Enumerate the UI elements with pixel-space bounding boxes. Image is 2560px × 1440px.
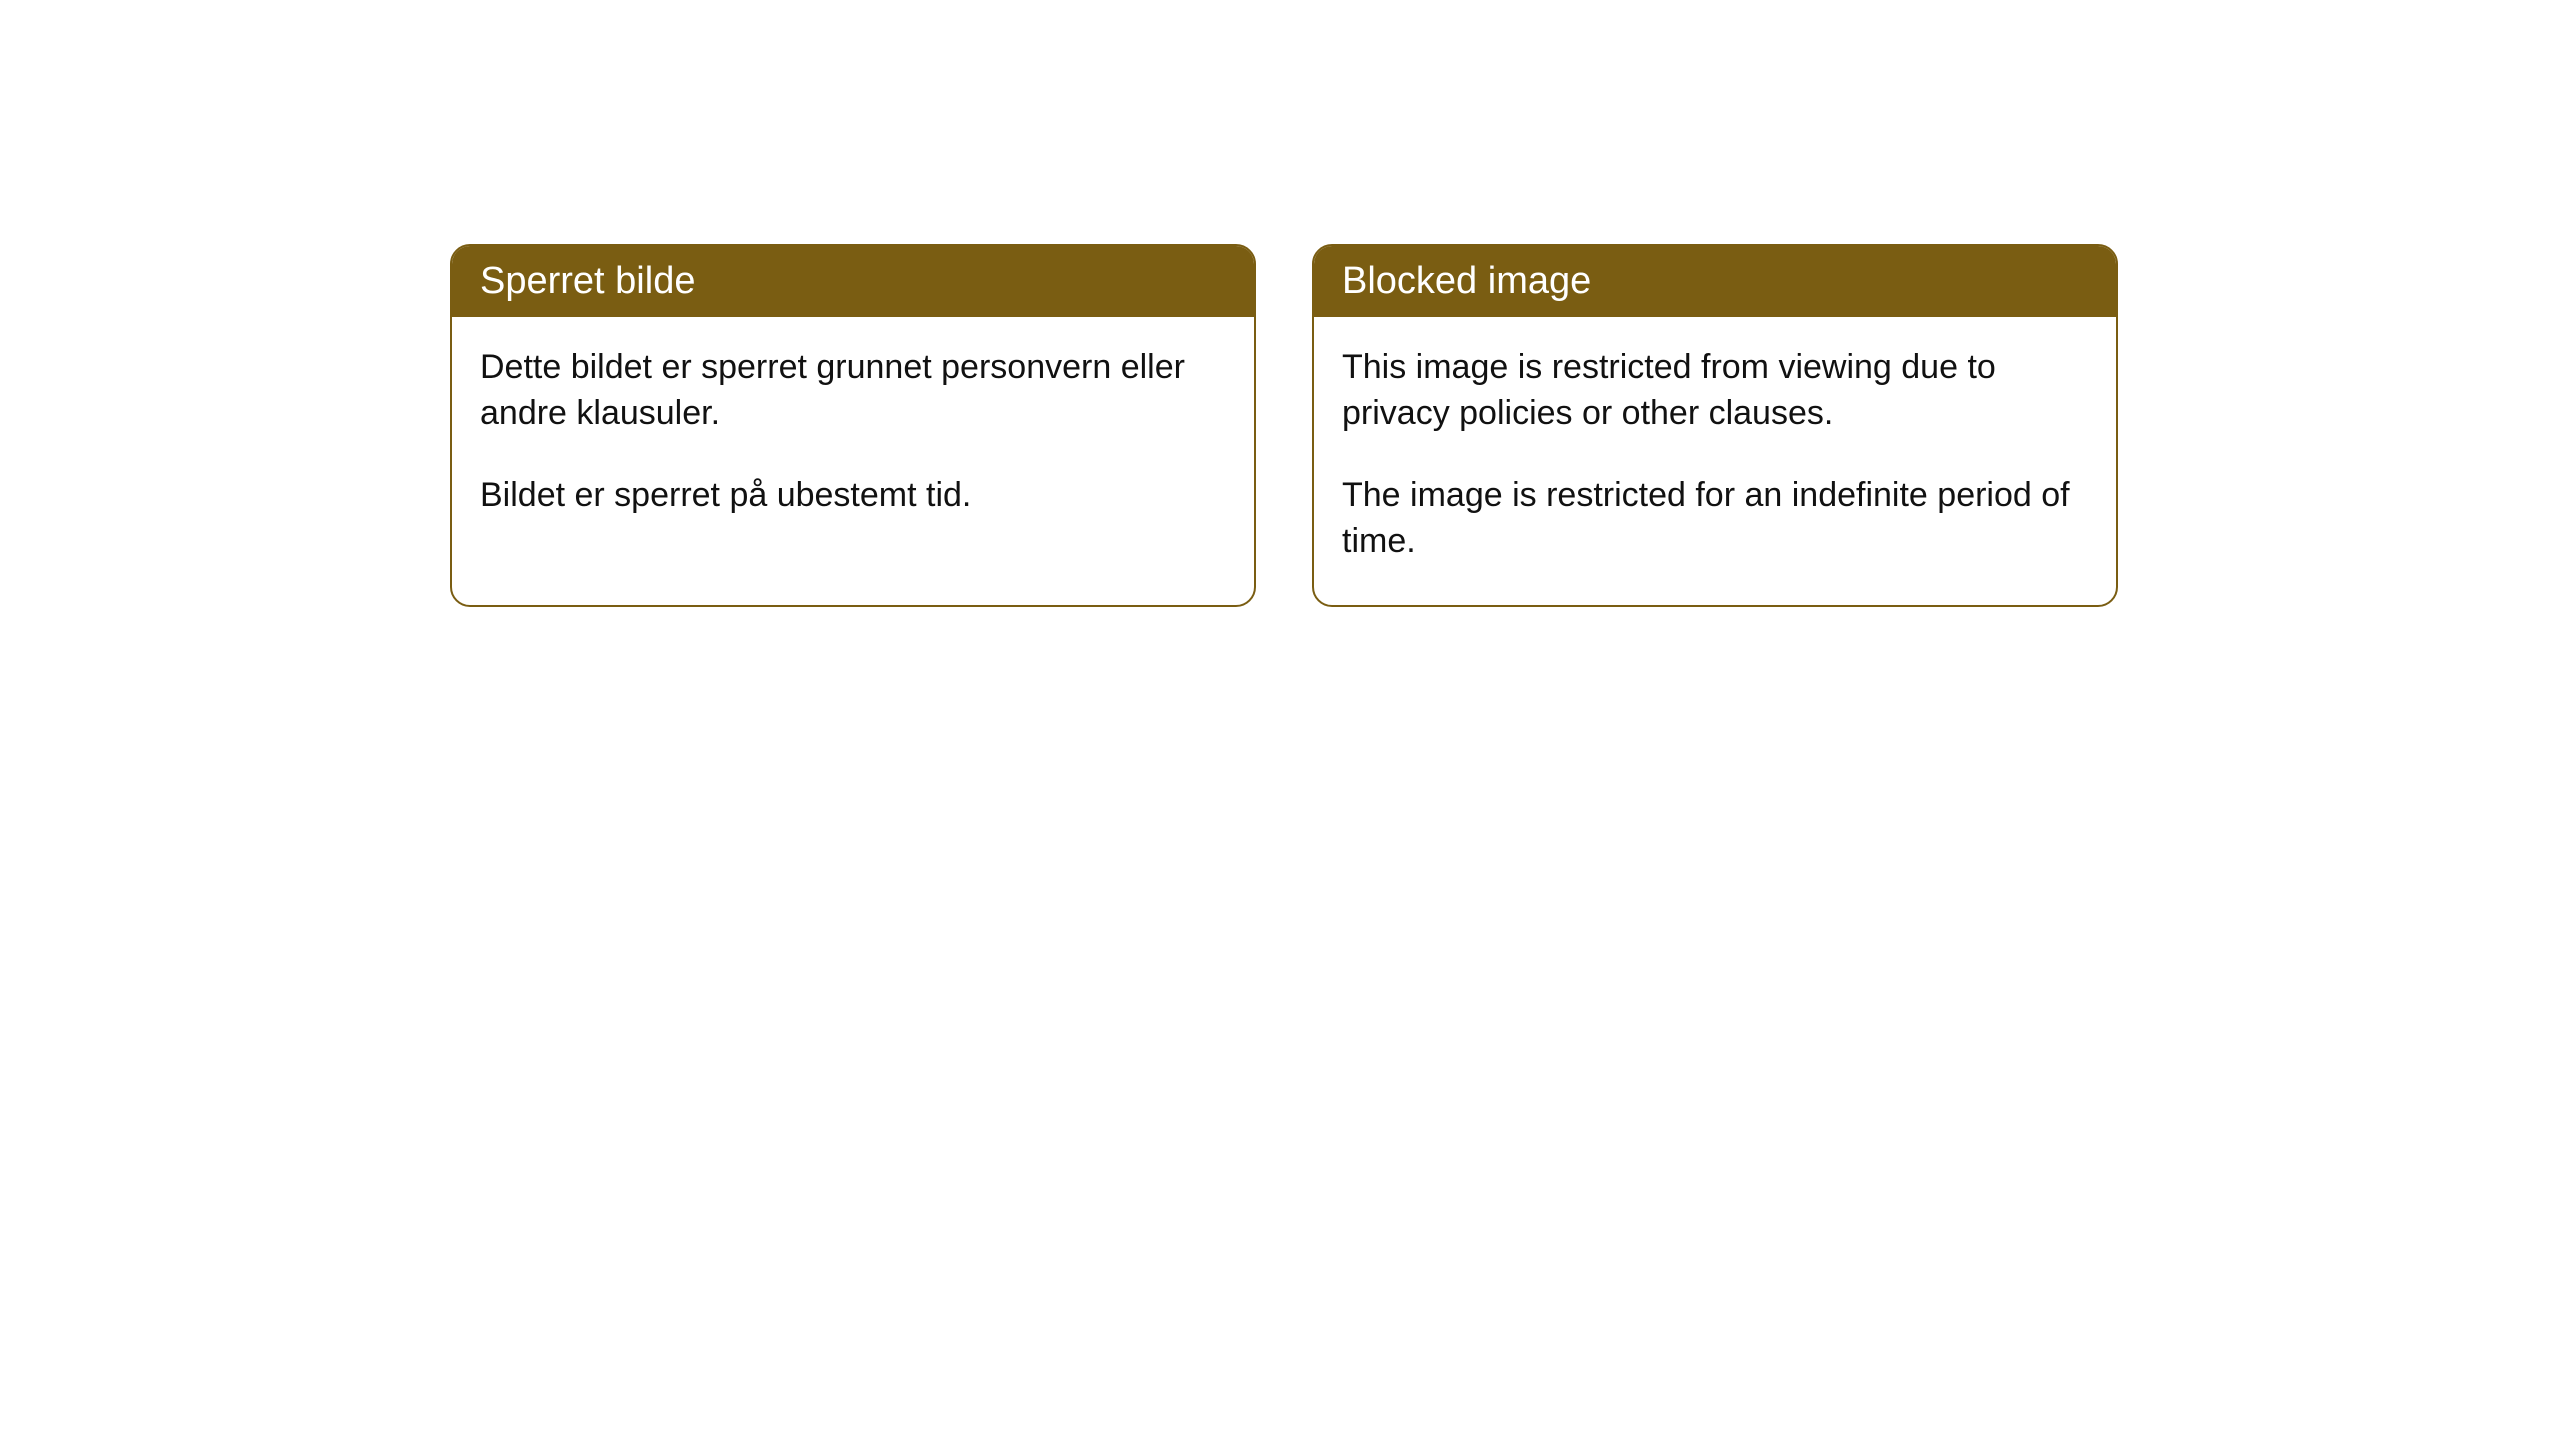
card-paragraph: The image is restricted for an indefinit… — [1342, 473, 2088, 565]
card-paragraph: Dette bildet er sperret grunnet personve… — [480, 345, 1226, 437]
card-paragraph: This image is restricted from viewing du… — [1342, 345, 2088, 437]
card-header-english: Blocked image — [1314, 246, 2116, 317]
blocked-image-card-english: Blocked image This image is restricted f… — [1312, 244, 2118, 607]
card-body-norwegian: Dette bildet er sperret grunnet personve… — [452, 317, 1254, 605]
card-title: Blocked image — [1342, 260, 1591, 302]
blocked-image-card-norwegian: Sperret bilde Dette bildet er sperret gr… — [450, 244, 1256, 607]
card-body-english: This image is restricted from viewing du… — [1314, 317, 2116, 605]
cards-container: Sperret bilde Dette bildet er sperret gr… — [0, 0, 2560, 607]
card-paragraph: Bildet er sperret på ubestemt tid. — [480, 473, 1226, 519]
card-header-norwegian: Sperret bilde — [452, 246, 1254, 317]
card-title: Sperret bilde — [480, 260, 695, 302]
